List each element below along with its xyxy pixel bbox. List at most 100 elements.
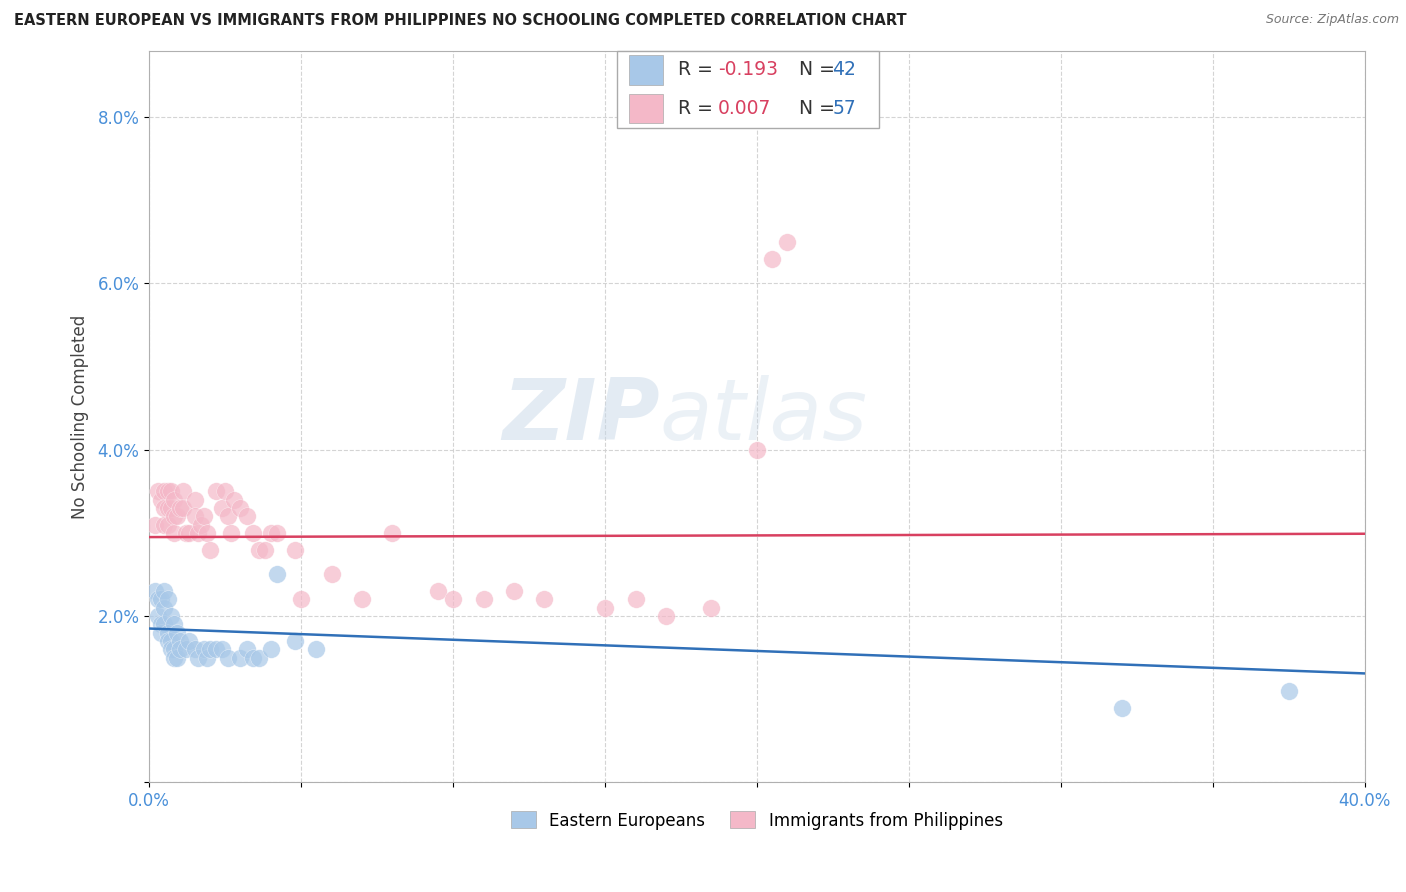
Point [217, 509, 239, 524]
Point [305, 642, 328, 657]
Point [381, 525, 404, 540]
Text: -0.193: -0.193 [718, 61, 778, 79]
Point [229, 500, 252, 515]
Text: R =: R = [678, 61, 718, 79]
Point [745, 442, 768, 457]
Point [472, 592, 495, 607]
Point [198, 642, 221, 657]
Text: 0.007: 0.007 [718, 99, 772, 118]
Point [150, 592, 173, 607]
Point [159, 500, 181, 515]
FancyBboxPatch shape [617, 51, 879, 128]
Point [153, 484, 176, 499]
Point [166, 625, 188, 640]
Point [242, 525, 264, 540]
Text: 57: 57 [832, 99, 856, 118]
Text: EASTERN EUROPEAN VS IMMIGRANTS FROM PHILIPPINES NO SCHOOLING COMPLETED CORRELATI: EASTERN EUROPEAN VS IMMIGRANTS FROM PHIL… [14, 13, 907, 29]
Point [761, 252, 783, 266]
Point [427, 584, 450, 599]
Point [266, 525, 288, 540]
Point [184, 642, 207, 657]
Point [290, 592, 312, 607]
Point [156, 625, 179, 640]
Point [156, 634, 179, 648]
Point [253, 542, 276, 557]
Point [150, 492, 173, 507]
Text: N =: N = [787, 61, 841, 79]
Point [166, 509, 188, 524]
Point [247, 650, 270, 665]
Point [195, 650, 218, 665]
Point [260, 525, 283, 540]
Point [159, 642, 181, 657]
Point [177, 634, 200, 648]
Point [655, 609, 678, 624]
Point [187, 525, 209, 540]
Text: atlas: atlas [659, 375, 868, 458]
Point [174, 525, 197, 540]
Text: Source: ZipAtlas.com: Source: ZipAtlas.com [1265, 13, 1399, 27]
Point [700, 600, 723, 615]
Point [166, 650, 188, 665]
Point [190, 517, 212, 532]
Point [266, 567, 288, 582]
Y-axis label: No Schooling Completed: No Schooling Completed [72, 314, 89, 518]
Point [156, 592, 179, 607]
Point [145, 584, 167, 599]
Text: 42: 42 [832, 61, 856, 79]
Point [205, 642, 228, 657]
Point [162, 642, 184, 657]
Point [156, 517, 179, 532]
Point [260, 642, 283, 657]
Point [624, 592, 647, 607]
Point [169, 634, 191, 648]
Point [174, 642, 197, 657]
Text: R =: R = [678, 99, 718, 118]
Point [153, 500, 176, 515]
Text: ZIP: ZIP [502, 375, 659, 458]
Point [211, 500, 233, 515]
Point [162, 617, 184, 632]
Point [162, 509, 184, 524]
Point [153, 617, 176, 632]
Point [533, 592, 555, 607]
Point [441, 592, 464, 607]
Point [284, 634, 307, 648]
Point [350, 592, 373, 607]
Point [162, 525, 184, 540]
Legend: Eastern Europeans, Immigrants from Philippines: Eastern Europeans, Immigrants from Phili… [505, 805, 1010, 836]
Point [153, 600, 176, 615]
Point [235, 509, 257, 524]
Point [224, 492, 246, 507]
Point [153, 517, 176, 532]
Point [217, 650, 239, 665]
Point [321, 567, 343, 582]
Point [1111, 700, 1133, 714]
Point [247, 542, 270, 557]
Point [148, 592, 170, 607]
Point [503, 584, 526, 599]
FancyBboxPatch shape [630, 55, 664, 85]
Point [148, 484, 170, 499]
Point [1278, 684, 1301, 698]
Point [221, 525, 243, 540]
Point [156, 500, 179, 515]
Point [205, 484, 228, 499]
Point [187, 650, 209, 665]
Point [193, 509, 215, 524]
Point [159, 634, 181, 648]
Point [193, 642, 215, 657]
Point [145, 517, 167, 532]
Point [162, 492, 184, 507]
Point [159, 484, 181, 499]
Point [177, 525, 200, 540]
Point [172, 500, 194, 515]
Point [162, 650, 184, 665]
Point [148, 609, 170, 624]
Point [169, 500, 191, 515]
Text: N =: N = [787, 99, 841, 118]
Point [172, 484, 194, 499]
Point [198, 542, 221, 557]
Point [229, 650, 252, 665]
FancyBboxPatch shape [630, 94, 664, 123]
